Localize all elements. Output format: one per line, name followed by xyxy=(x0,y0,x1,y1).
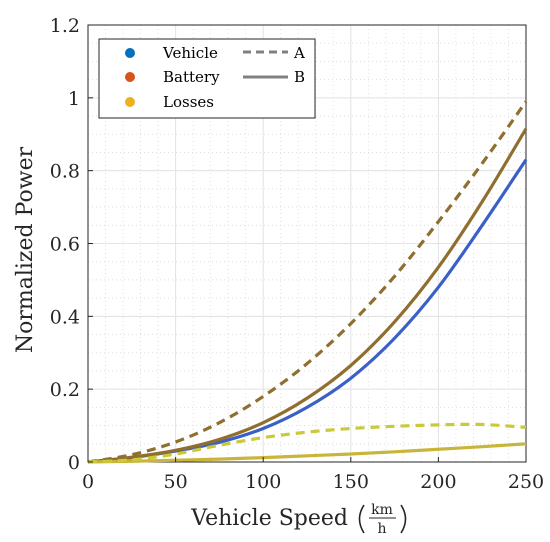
tick-labels: 0 50 100 150 200 250 0 0.2 0.4 0.6 0.8 1 1.2 xyxy=(50,15,544,493)
legend-label-losses: Losses xyxy=(163,93,214,111)
y-tick-label: 0 xyxy=(68,452,80,474)
series-layer xyxy=(87,100,528,464)
y-axis-label: Normalized Power xyxy=(13,146,38,353)
x-unit-numerator: km xyxy=(371,502,393,518)
left-paren xyxy=(358,504,365,534)
y-tick-label: 0.4 xyxy=(50,306,80,328)
x-tick-label: 250 xyxy=(508,471,544,493)
legend-label-battery: Battery xyxy=(163,68,220,86)
x-axis-label-group: Vehicle Speed km h xyxy=(190,502,407,537)
x-unit-denominator: h xyxy=(377,521,386,537)
y-tick-label: 1 xyxy=(68,88,80,110)
x-tick-label: 200 xyxy=(420,471,456,493)
legend-marker-vehicle xyxy=(125,48,135,58)
series-line-battery-b xyxy=(87,127,528,464)
y-tick-label: 0.8 xyxy=(50,161,80,183)
y-tick-label: 0.2 xyxy=(50,379,80,401)
series-line-losses-b xyxy=(87,442,527,464)
series-line-battery-a xyxy=(87,100,528,464)
legend-marker-losses xyxy=(125,97,135,107)
legend-marker-battery xyxy=(125,72,135,82)
x-tick-label: 100 xyxy=(245,471,281,493)
legend-label-a: A xyxy=(293,44,305,62)
series-line-losses-a xyxy=(87,422,527,464)
series-line-vehicle-b xyxy=(87,158,528,464)
x-tick-label: 50 xyxy=(164,471,188,493)
right-paren xyxy=(400,504,407,534)
legend-label-vehicle: Vehicle xyxy=(162,44,218,62)
legend-label-b: B xyxy=(294,68,305,86)
y-tick-label: 1.2 xyxy=(50,15,80,37)
legend: Vehicle Battery Losses A B xyxy=(98,38,316,119)
x-tick-label: 150 xyxy=(333,471,369,493)
x-tick-label: 0 xyxy=(82,471,94,493)
x-axis-label: Vehicle Speed xyxy=(190,506,348,531)
y-tick-label: 0.6 xyxy=(50,234,80,256)
